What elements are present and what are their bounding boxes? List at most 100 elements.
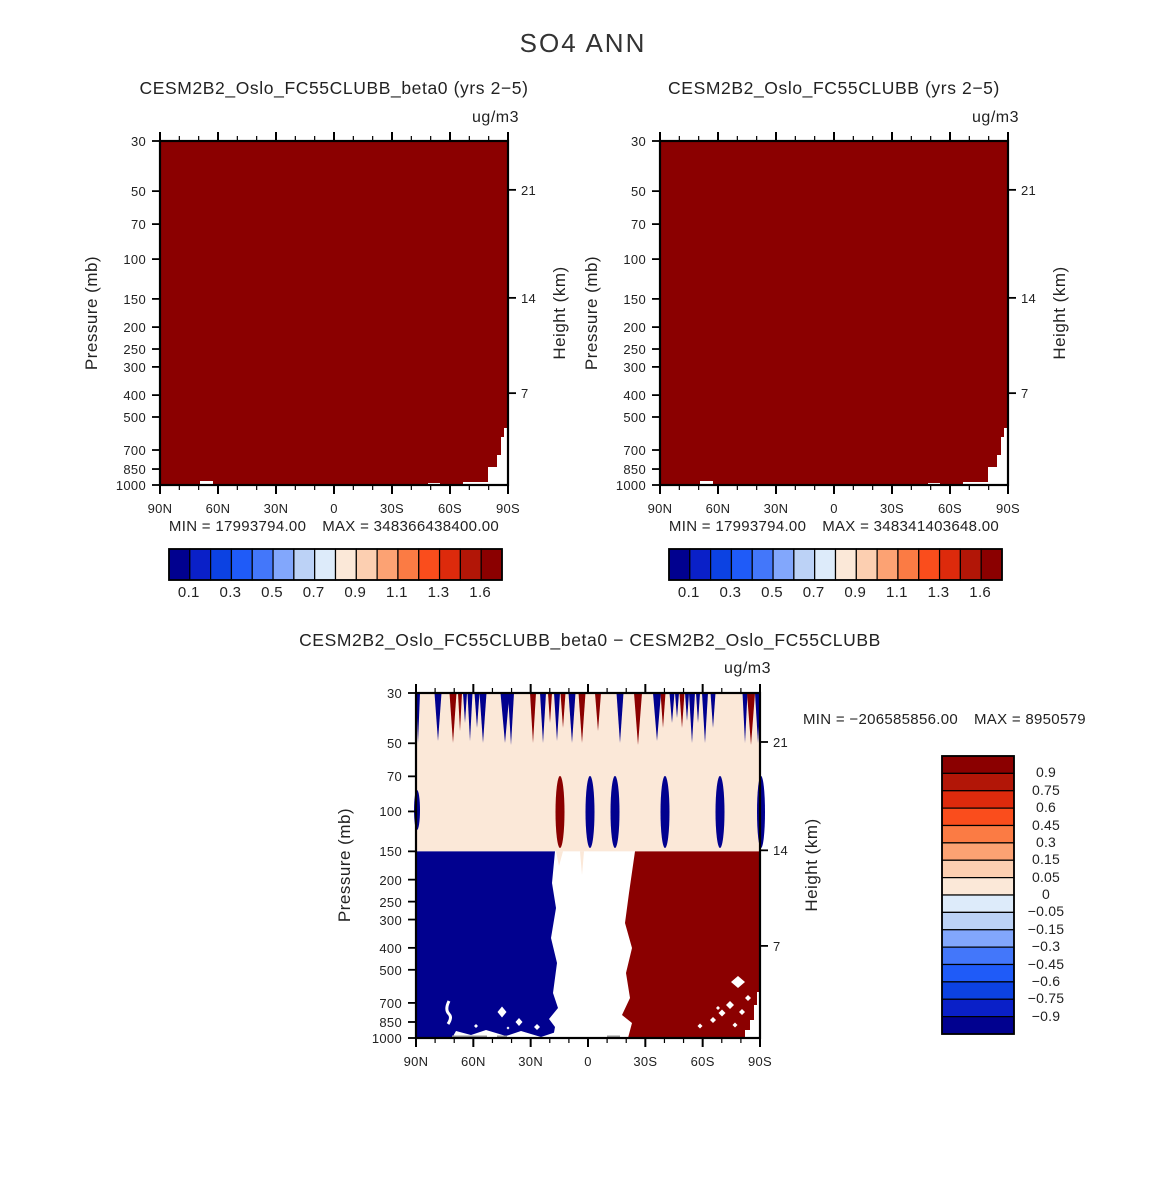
colorbar-tick-label: 1.1 [886, 584, 908, 601]
plot-panel-beta0 [152, 132, 516, 494]
colorbar-control [668, 548, 1003, 581]
pressure-tick-label: 850 [379, 1014, 402, 1030]
lat-tick-label: 90N [403, 1054, 429, 1069]
height-tick-label: 21 [1021, 182, 1037, 198]
lat-tick-label: 60N [705, 501, 731, 516]
axes-frame [652, 132, 1016, 494]
lat-tick-label: 30N [763, 501, 789, 516]
pressure-tick-label: 400 [123, 388, 146, 404]
colorbar-tick-label: 0.9 [344, 584, 367, 601]
colorbar-beta0 [168, 548, 503, 581]
panel-diff-height-axis-title: Height (km) [802, 818, 821, 912]
lat-tick-label: 90N [647, 501, 673, 516]
pressure-tick-label: 200 [123, 320, 146, 336]
lat-tick-label: 60N [460, 1054, 486, 1069]
lat-tick-label: 60N [205, 501, 231, 516]
axes-frame [408, 684, 768, 1047]
pressure-tick-label: 250 [379, 894, 402, 910]
pressure-tick-label: 100 [623, 252, 646, 268]
field-fill [660, 141, 1008, 485]
lat-tick-label: 90S [995, 501, 1021, 516]
panel-beta0-units: ug/m3 [472, 109, 519, 126]
panel-control-units: ug/m3 [972, 109, 1019, 126]
panel-diff-units: ug/m3 [724, 660, 771, 677]
colorbar-tick-label: 1.6 [969, 584, 992, 601]
pressure-tick-label: 400 [379, 940, 402, 956]
pressure-tick-label: 500 [123, 409, 146, 425]
pressure-tick-label: 70 [130, 217, 146, 233]
colorbar-tick-label: 0.5 [261, 584, 283, 601]
lat-tick-label: 0 [330, 501, 338, 516]
colorbar-tick-label: 0.9 [844, 584, 867, 601]
lat-tick-label: 0 [584, 1054, 592, 1069]
colorbar-tick-label: 0.9 [1035, 764, 1057, 781]
pressure-tick-label: 250 [623, 342, 646, 358]
lat-tick-label: 90N [147, 501, 173, 516]
pressure-tick-label: 30 [130, 134, 146, 149]
height-tick-label: 7 [521, 386, 529, 402]
height-tick-label: 7 [1021, 386, 1029, 402]
pressure-tick-label: 150 [379, 844, 402, 860]
lat-tick-label: 30S [879, 501, 905, 516]
height-tick-label: 14 [773, 843, 789, 859]
height-tick-label: 14 [1021, 290, 1037, 306]
colorbar-tick-label: −0.9 [1031, 1007, 1061, 1024]
lat-tick-label: 30N [263, 501, 289, 516]
colorbar-tick-label: 0.7 [302, 584, 325, 601]
pressure-tick-label: 150 [623, 291, 646, 307]
pressure-tick-label: 300 [623, 359, 646, 375]
pressure-tick-label: 50 [130, 184, 146, 200]
height-tick-label: 7 [773, 938, 781, 954]
axes-frame [152, 132, 516, 494]
panel-diff-title: CESM2B2_Oslo_FC55CLUBB_beta0 − CESM2B2_O… [299, 630, 881, 650]
panel-diff-pressure-axis-title: Pressure (mb) [335, 807, 354, 923]
colorbar-tick-label: 0.1 [177, 584, 200, 601]
lat-tick-label: 0 [830, 501, 838, 516]
colorbar-tick-label: 1.3 [927, 584, 950, 601]
panel-beta0-height-axis-title: Height (km) [550, 266, 569, 360]
colorbar-tick-label: 0.3 [719, 584, 742, 601]
colorbar-difference [941, 755, 1015, 1035]
pressure-tick-label: 850 [623, 462, 646, 478]
plot-panel-difference [408, 684, 768, 1047]
colorbar-tick-label: 0.7 [802, 584, 825, 601]
panel-diff-minmax: MIN = −206585856.00 MAX = 8950579 [803, 711, 1086, 728]
colorbar-tick-label: 1.1 [386, 584, 408, 601]
plot-panel-control [652, 132, 1016, 494]
pressure-tick-label: 700 [379, 995, 402, 1011]
pressure-tick-label: 100 [123, 252, 146, 268]
colorbar-tick-label: −0.45 [1027, 955, 1065, 972]
pressure-tick-label: 30 [630, 134, 646, 149]
panel-control-title: CESM2B2_Oslo_FC55CLUBB (yrs 2−5) [668, 78, 1000, 98]
lat-tick-label: 60S [690, 1054, 715, 1069]
panel-control-pressure-axis-title: Pressure (mb) [582, 255, 601, 371]
colorbar-tick-label: 0.1 [677, 584, 700, 601]
colorbar-tick-label: 0.05 [1031, 868, 1061, 885]
pressure-tick-label: 50 [630, 184, 646, 200]
colorbar-tick-label: 0.75 [1031, 781, 1061, 798]
pressure-tick-label: 70 [630, 217, 646, 233]
pressure-tick-label: 1000 [615, 478, 646, 493]
min-value: MIN = 17993794.00 [668, 518, 807, 535]
surface-line-segments [452, 1035, 620, 1038]
lat-tick-label: 30N [518, 1054, 544, 1069]
colorbar-tick-label: 0.6 [1035, 799, 1057, 816]
positive-region [622, 851, 760, 1038]
colorbar-tick-label: −0.05 [1027, 903, 1065, 920]
lat-tick-label: 90S [495, 501, 521, 516]
colorbar-tick-label: −0.6 [1031, 972, 1061, 989]
pressure-tick-label: 100 [379, 804, 402, 820]
lat-tick-label: 90S [747, 1054, 773, 1069]
lat-tick-label: 60S [437, 501, 463, 516]
pressure-tick-label: 200 [379, 872, 402, 888]
panel-beta0-minmax: MIN = 17993794.00 MAX = 348366438400.00 [169, 518, 499, 535]
pressure-tick-label: 1000 [115, 478, 146, 493]
pressure-tick-label: 300 [123, 359, 146, 375]
min-value: MIN = −206585856.00 [803, 711, 958, 728]
colorbar-tick-label: 0.5 [761, 584, 783, 601]
min-value: MIN = 17993794.00 [168, 518, 307, 535]
colorbar-tick-label: −0.15 [1027, 920, 1065, 937]
pressure-tick-label: 400 [623, 388, 646, 404]
colorbar-tick-label: 0.3 [1035, 833, 1057, 850]
colorbar-tick-label: 1.3 [427, 584, 450, 601]
